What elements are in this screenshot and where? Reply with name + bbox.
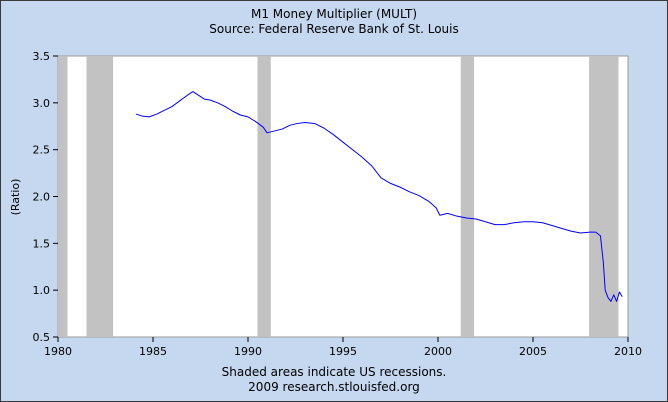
y-tick-label: 1.0: [33, 284, 51, 297]
series-layer: [135, 91, 623, 302]
y-tick-label: 1.5: [33, 237, 51, 250]
recession-footnote: Shaded areas indicate US recessions.: [221, 365, 447, 379]
recession-band-5: [589, 56, 619, 337]
y-tick-label: 3.5: [33, 50, 51, 63]
x-tick-label: 1980: [44, 345, 72, 358]
y-tick-label: 3.0: [33, 97, 51, 110]
x-tick-label: 1995: [329, 345, 357, 358]
x-tick-label: 1985: [139, 345, 167, 358]
x-tick-label: 2000: [424, 345, 452, 358]
y-tick-label: 2.0: [33, 191, 51, 204]
series-line-1: [135, 91, 623, 302]
recession-band-4: [460, 56, 475, 337]
recession-shading: [58, 56, 619, 337]
x-axis: 1980 1985 1990 1995 2000 2005 2010: [44, 337, 642, 358]
x-tick-label: 2010: [614, 345, 642, 358]
plot-area: [57, 55, 629, 338]
recession-band-2: [86, 56, 114, 337]
x-tick-label: 1990: [234, 345, 262, 358]
x-tick-label: 2005: [519, 345, 547, 358]
y-tick-label: 0.5: [33, 331, 51, 344]
chart-title: M1 Money Multiplier (MULT): [250, 7, 417, 21]
recession-band-1: [58, 56, 68, 337]
source-credit: 2009 research.stlouisfed.org: [248, 380, 420, 394]
recession-band-3: [257, 56, 271, 337]
y-axis-label: (Ratio): [9, 179, 22, 216]
chart-subtitle: Source: Federal Reserve Bank of St. Loui…: [209, 22, 459, 36]
y-tick-label: 2.5: [33, 144, 51, 157]
y-axis: 0.5 1.0 1.5 2.0 2.5 3.0 3.5: [33, 50, 58, 344]
